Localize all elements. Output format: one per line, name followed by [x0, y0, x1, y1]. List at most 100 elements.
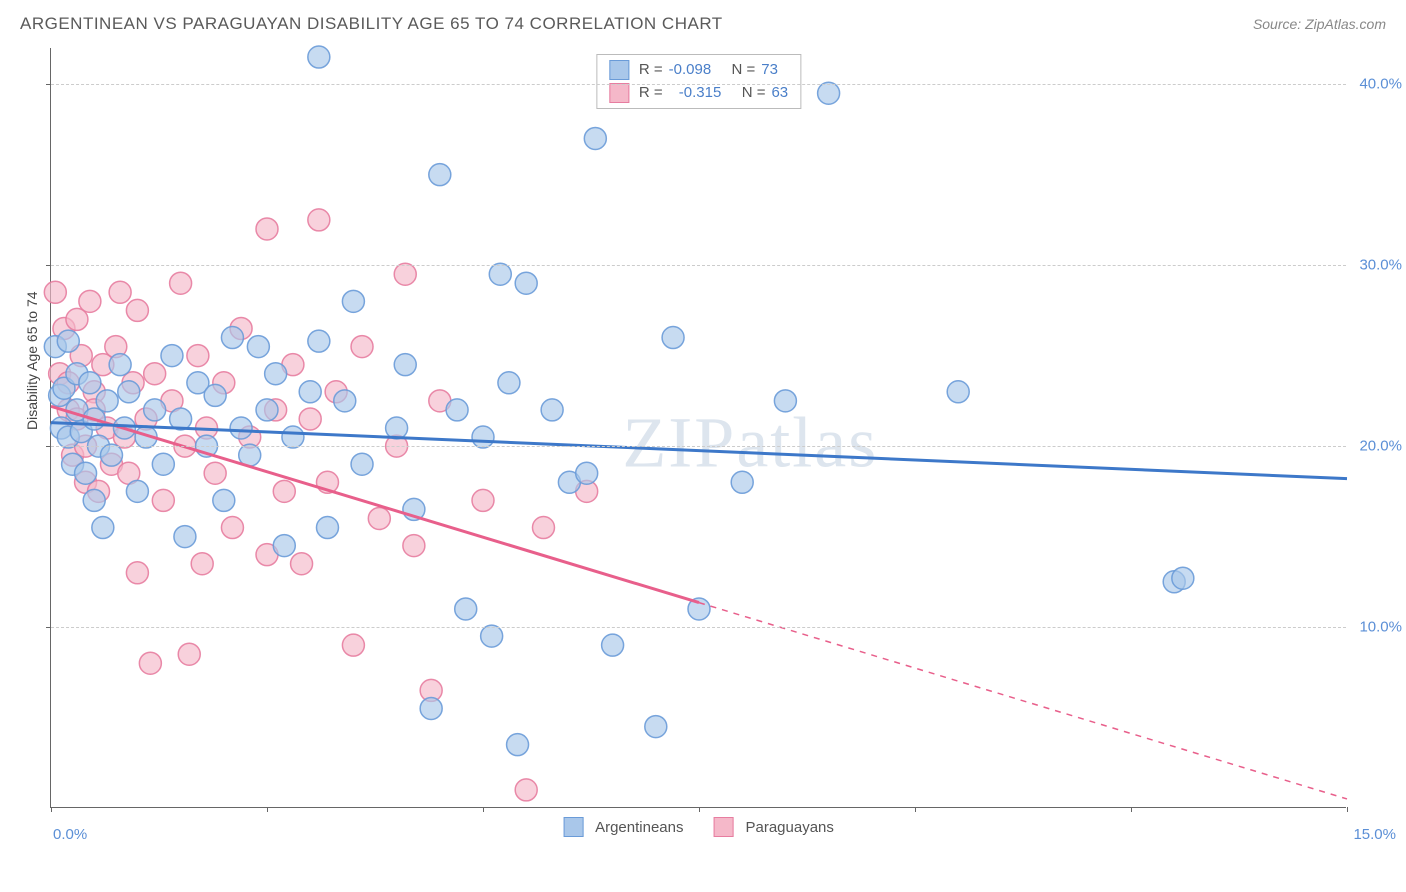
data-point — [351, 453, 373, 475]
data-point — [187, 345, 209, 367]
swatch-paraguayans-icon — [714, 817, 734, 837]
data-point — [498, 372, 520, 394]
data-point — [100, 444, 122, 466]
data-point — [204, 384, 226, 406]
data-point — [316, 517, 338, 539]
data-point — [75, 462, 97, 484]
data-point — [152, 489, 174, 511]
data-point — [429, 164, 451, 186]
data-point — [92, 517, 114, 539]
data-point — [126, 480, 148, 502]
data-point — [170, 272, 192, 294]
data-point — [394, 263, 416, 285]
data-point — [299, 408, 321, 430]
data-point — [420, 697, 442, 719]
data-point — [532, 517, 554, 539]
data-point — [602, 634, 624, 656]
data-point — [774, 390, 796, 412]
data-point — [213, 489, 235, 511]
data-point — [191, 553, 213, 575]
y-tick-label: 10.0% — [1359, 619, 1402, 636]
data-point — [472, 489, 494, 511]
data-point — [731, 471, 753, 493]
data-point — [139, 652, 161, 674]
data-point — [334, 390, 356, 412]
legend-row-argentineans: R = -0.098 N = 73 — [609, 59, 788, 82]
swatch-argentineans-icon — [563, 817, 583, 837]
x-tick-label: 0.0% — [53, 826, 87, 843]
swatch-argentineans — [609, 60, 629, 80]
data-point — [308, 209, 330, 231]
data-point — [221, 327, 243, 349]
data-point — [282, 426, 304, 448]
data-point — [79, 290, 101, 312]
data-point — [818, 82, 840, 104]
legend-item-paraguayans: Paraguayans — [714, 817, 834, 837]
data-point — [394, 354, 416, 376]
data-point — [299, 381, 321, 403]
data-point — [174, 526, 196, 548]
data-point — [342, 634, 364, 656]
data-point — [109, 354, 131, 376]
data-point — [247, 336, 269, 358]
trend-line — [699, 603, 1347, 799]
data-point — [308, 46, 330, 68]
data-point — [83, 489, 105, 511]
data-point — [446, 399, 468, 421]
grid-line — [51, 446, 1346, 447]
data-point — [118, 381, 140, 403]
plot-surface — [51, 48, 1346, 807]
data-point — [57, 330, 79, 352]
data-point — [947, 381, 969, 403]
y-tick-label: 40.0% — [1359, 76, 1402, 93]
data-point — [662, 327, 684, 349]
y-axis-title: Disability Age 65 to 74 — [24, 291, 40, 430]
data-point — [273, 480, 295, 502]
data-point — [204, 462, 226, 484]
data-point — [221, 517, 243, 539]
data-point — [308, 330, 330, 352]
grid-line — [51, 627, 1346, 628]
data-point — [515, 779, 537, 801]
data-point — [481, 625, 503, 647]
data-point — [1172, 567, 1194, 589]
data-point — [265, 363, 287, 385]
y-tick-label: 20.0% — [1359, 438, 1402, 455]
data-point — [126, 562, 148, 584]
data-point — [144, 399, 166, 421]
data-point — [96, 390, 118, 412]
correlation-legend: R = -0.098 N = 73 R = -0.315 N = 63 — [596, 54, 801, 109]
data-point — [351, 336, 373, 358]
data-point — [273, 535, 295, 557]
source-attribution: Source: ZipAtlas.com — [1253, 16, 1386, 32]
data-point — [576, 462, 598, 484]
grid-line — [51, 84, 1346, 85]
data-point — [507, 734, 529, 756]
data-point — [515, 272, 537, 294]
data-point — [152, 453, 174, 475]
data-point — [256, 218, 278, 240]
data-point — [403, 535, 425, 557]
legend-item-argentineans: Argentineans — [563, 817, 683, 837]
data-point — [144, 363, 166, 385]
data-point — [109, 281, 131, 303]
data-point — [256, 399, 278, 421]
data-point — [584, 127, 606, 149]
data-point — [79, 372, 101, 394]
data-point — [455, 598, 477, 620]
data-point — [44, 281, 66, 303]
data-point — [541, 399, 563, 421]
data-point — [472, 426, 494, 448]
data-point — [161, 345, 183, 367]
swatch-paraguayans — [609, 83, 629, 103]
data-point — [368, 507, 390, 529]
data-point — [230, 417, 252, 439]
data-point — [489, 263, 511, 285]
chart-title: ARGENTINEAN VS PARAGUAYAN DISABILITY AGE… — [20, 14, 723, 34]
data-point — [291, 553, 313, 575]
scatter-chart: ZIPatlas R = -0.098 N = 73 R = -0.315 N … — [50, 48, 1346, 808]
data-point — [126, 299, 148, 321]
data-point — [178, 643, 200, 665]
series-legend: Argentineans Paraguayans — [563, 817, 834, 837]
data-point — [645, 716, 667, 738]
